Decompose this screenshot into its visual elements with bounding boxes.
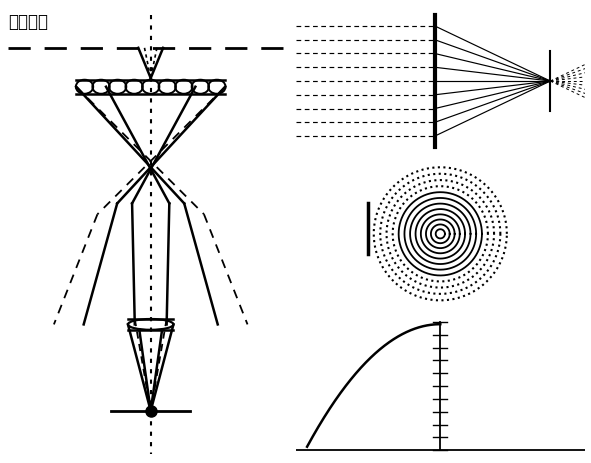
Text: 光场数据: 光场数据 — [8, 13, 48, 31]
